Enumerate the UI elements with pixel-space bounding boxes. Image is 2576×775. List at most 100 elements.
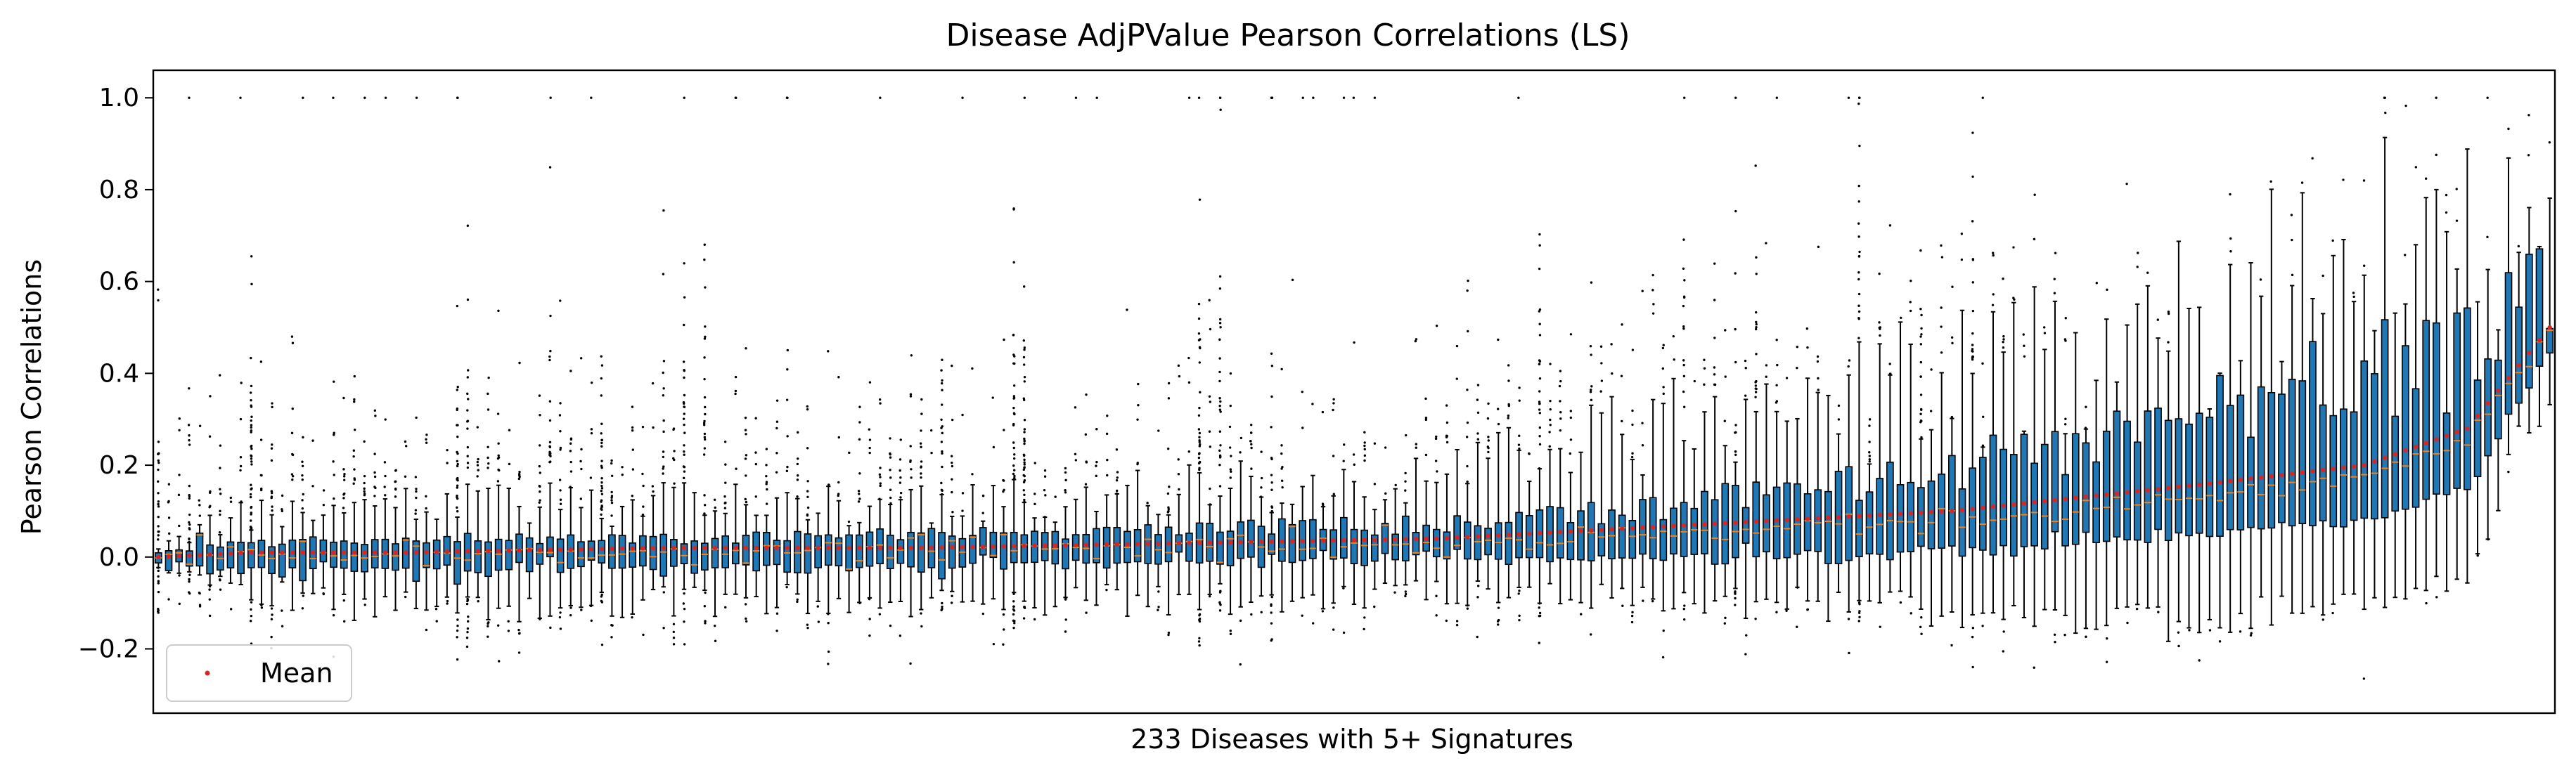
box	[2535, 248, 2544, 367]
outlier-point	[1218, 379, 1221, 383]
mean-marker	[1249, 540, 1254, 545]
outlier-point	[775, 420, 779, 423]
outlier-point	[1249, 424, 1253, 426]
outlier-point	[415, 96, 418, 99]
outlier-point	[1199, 391, 1202, 393]
outlier-point	[1023, 606, 1026, 608]
outlier-point	[1879, 334, 1881, 337]
outlier-point	[2063, 338, 2067, 341]
outlier-point	[198, 514, 202, 517]
outlier-point	[951, 490, 953, 494]
outlier-point	[610, 636, 613, 639]
outlier-point	[291, 408, 294, 410]
outlier-point	[270, 496, 273, 500]
outlier-point	[1631, 409, 1634, 412]
outlier-point	[1455, 344, 1459, 348]
outlier-point	[363, 96, 366, 99]
outlier-point	[466, 462, 470, 464]
outlier-point	[1630, 455, 1634, 459]
outlier-point	[1775, 611, 1778, 613]
outlier-point	[765, 474, 768, 478]
outlier-point	[600, 355, 603, 358]
mean-marker	[1331, 538, 1336, 543]
outlier-point	[1291, 278, 1294, 282]
mean-marker	[1558, 530, 1563, 535]
outlier-point	[703, 512, 706, 515]
outlier-point	[600, 508, 603, 512]
outlier-point	[559, 627, 562, 630]
outlier-point	[548, 453, 551, 457]
outlier-point	[1353, 341, 1355, 344]
outlier-point	[1095, 460, 1098, 464]
box	[1484, 528, 1492, 556]
outlier-point	[1899, 601, 1902, 604]
box	[1711, 499, 1719, 565]
outlier-point	[1661, 656, 1665, 659]
outlier-point	[1703, 383, 1706, 386]
box	[1329, 529, 1338, 560]
outlier-point	[1229, 372, 1232, 375]
outlier-point	[1683, 279, 1686, 282]
outlier-point	[837, 493, 840, 495]
box	[1927, 480, 1936, 549]
outlier-point	[1023, 461, 1026, 464]
outlier-point	[878, 613, 882, 616]
outlier-point	[2002, 338, 2005, 341]
outlier-point	[1487, 450, 1490, 454]
outlier-point	[1940, 325, 1943, 328]
mean-marker	[352, 550, 357, 555]
mean-marker	[630, 546, 635, 551]
outlier-point	[425, 628, 428, 632]
outlier-point	[2042, 326, 2046, 329]
outlier-point	[1538, 408, 1541, 411]
outlier-point	[466, 420, 469, 423]
mean-marker	[2094, 493, 2099, 498]
outlier-point	[177, 493, 181, 497]
outlier-point	[1734, 272, 1737, 275]
outlier-point	[1167, 382, 1171, 385]
outlier-point	[951, 418, 954, 422]
outlier-point	[806, 408, 809, 411]
outlier-point	[415, 490, 418, 493]
outlier-point	[1951, 285, 1954, 288]
outlier-point	[600, 599, 603, 603]
outlier-point	[1187, 96, 1191, 99]
outlier-point	[156, 610, 160, 613]
box	[546, 536, 554, 558]
outlier-point	[1940, 244, 1943, 247]
mean-marker	[846, 545, 851, 550]
outlier-point	[1559, 411, 1562, 414]
outlier-point	[631, 405, 634, 408]
outlier-point	[1950, 415, 1954, 419]
outlier-point	[1198, 445, 1201, 448]
outlier-point	[899, 634, 902, 637]
outlier-point	[549, 314, 552, 318]
outlier-point	[1229, 476, 1232, 479]
outlier-point	[1920, 333, 1923, 336]
box	[2051, 431, 2059, 533]
outlier-point	[281, 625, 284, 627]
outlier-point	[548, 450, 551, 453]
mean-marker	[1888, 512, 1893, 517]
outlier-point	[1518, 399, 1521, 402]
outlier-point	[157, 582, 160, 585]
outlier-point	[889, 488, 892, 491]
outlier-point	[559, 502, 562, 505]
outlier-point	[1734, 96, 1737, 99]
outlier-point	[496, 480, 500, 483]
box	[742, 535, 750, 566]
mean-marker	[2289, 471, 2295, 476]
outlier-point	[260, 606, 264, 609]
outlier-point	[1218, 96, 1222, 99]
outlier-point	[1260, 486, 1263, 489]
outlier-point	[2352, 292, 2355, 294]
outlier-point	[1270, 352, 1273, 355]
mean-marker	[1619, 526, 1625, 531]
mean-marker	[1712, 521, 1718, 526]
mean-markers-layer	[156, 325, 2552, 559]
mean-marker	[1867, 513, 1872, 518]
box	[1494, 522, 1502, 560]
outlier-point	[827, 622, 830, 625]
outlier-point	[1239, 663, 1242, 666]
outlier-point	[1393, 591, 1396, 594]
